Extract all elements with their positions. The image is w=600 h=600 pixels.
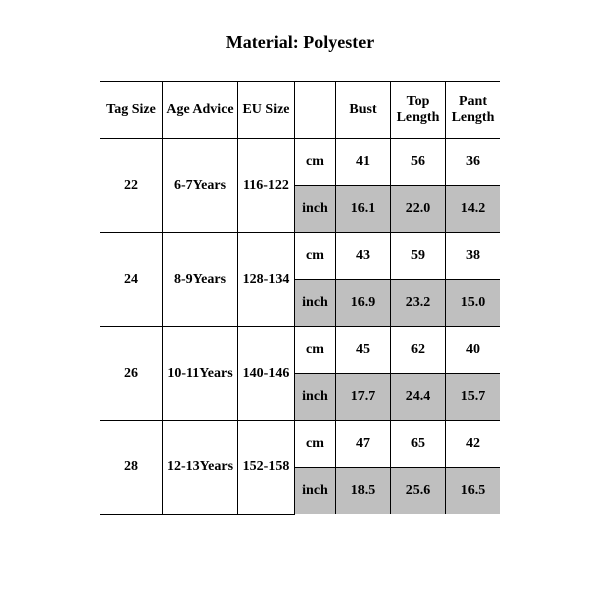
- cell-top: 59: [391, 233, 446, 280]
- cell-pant: 15.7: [446, 374, 501, 421]
- cell-eu: 140-146: [238, 327, 295, 421]
- cell-age: 10-11Years: [163, 327, 238, 421]
- col-bust: Bust: [336, 82, 391, 139]
- cell-top: 25.6: [391, 468, 446, 515]
- cell-bust: 17.7: [336, 374, 391, 421]
- cell-top: 62: [391, 327, 446, 374]
- cell-top: 56: [391, 139, 446, 186]
- cell-bust: 16.1: [336, 186, 391, 233]
- table-body: 22 6-7Years 116-122 cm 41 56 36 inch 16.…: [100, 139, 500, 515]
- col-age-advice: Age Advice: [163, 82, 238, 139]
- col-top-length: Top Length: [391, 82, 446, 139]
- cell-unit-inch: inch: [295, 374, 336, 421]
- cell-unit-cm: cm: [295, 233, 336, 280]
- cell-top: 22.0: [391, 186, 446, 233]
- cell-top: 65: [391, 421, 446, 468]
- cell-tag: 28: [100, 421, 163, 515]
- page-title: Material: Polyester: [0, 32, 600, 53]
- cell-tag: 24: [100, 233, 163, 327]
- cell-tag: 22: [100, 139, 163, 233]
- cell-pant: 38: [446, 233, 501, 280]
- table-row: 26 10-11Years 140-146 cm 45 62 40: [100, 327, 500, 374]
- cell-age: 8-9Years: [163, 233, 238, 327]
- cell-bust: 16.9: [336, 280, 391, 327]
- cell-unit-cm: cm: [295, 139, 336, 186]
- cell-bust: 41: [336, 139, 391, 186]
- cell-pant: 42: [446, 421, 501, 468]
- cell-top: 23.2: [391, 280, 446, 327]
- cell-age: 12-13Years: [163, 421, 238, 515]
- cell-bust: 43: [336, 233, 391, 280]
- cell-unit-inch: inch: [295, 186, 336, 233]
- table-row: 22 6-7Years 116-122 cm 41 56 36: [100, 139, 500, 186]
- cell-bust: 18.5: [336, 468, 391, 515]
- cell-pant: 14.2: [446, 186, 501, 233]
- cell-unit-inch: inch: [295, 280, 336, 327]
- col-tag-size: Tag Size: [100, 82, 163, 139]
- cell-pant: 16.5: [446, 468, 501, 515]
- cell-unit-inch: inch: [295, 468, 336, 515]
- table-row: 24 8-9Years 128-134 cm 43 59 38: [100, 233, 500, 280]
- cell-unit-cm: cm: [295, 421, 336, 468]
- cell-eu: 116-122: [238, 139, 295, 233]
- page: Material: Polyester Tag Size Age Advice …: [0, 0, 600, 600]
- cell-eu: 152-158: [238, 421, 295, 515]
- table-row: 28 12-13Years 152-158 cm 47 65 42: [100, 421, 500, 468]
- cell-pant: 15.0: [446, 280, 501, 327]
- cell-age: 6-7Years: [163, 139, 238, 233]
- cell-unit-cm: cm: [295, 327, 336, 374]
- cell-tag: 26: [100, 327, 163, 421]
- cell-pant: 36: [446, 139, 501, 186]
- cell-bust: 47: [336, 421, 391, 468]
- col-pant-length: Pant Length: [446, 82, 501, 139]
- cell-eu: 128-134: [238, 233, 295, 327]
- cell-top: 24.4: [391, 374, 446, 421]
- col-unit: [295, 82, 336, 139]
- header-row: Tag Size Age Advice EU Size Bust Top Len…: [100, 82, 500, 139]
- cell-bust: 45: [336, 327, 391, 374]
- col-eu-size: EU Size: [238, 82, 295, 139]
- size-chart-table: Tag Size Age Advice EU Size Bust Top Len…: [100, 81, 500, 515]
- cell-pant: 40: [446, 327, 501, 374]
